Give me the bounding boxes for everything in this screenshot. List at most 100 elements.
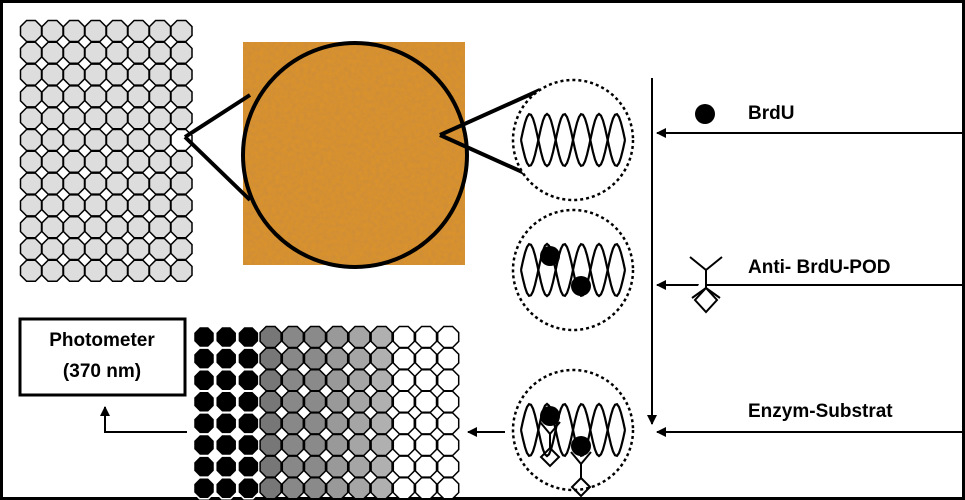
well: [436, 455, 460, 478]
well: [127, 128, 150, 152]
well: [41, 259, 64, 283]
well: [303, 368, 327, 392]
well: [127, 150, 150, 174]
well: [84, 237, 107, 261]
well: [436, 433, 460, 457]
well: [19, 41, 43, 65]
well: [370, 325, 393, 349]
well: [148, 106, 172, 130]
well: [62, 215, 86, 239]
well: [303, 347, 327, 370]
well: [214, 455, 238, 478]
well: [19, 194, 43, 217]
antibody: [539, 421, 561, 468]
well: [105, 215, 129, 239]
well: [325, 433, 349, 457]
well: [148, 19, 172, 43]
well: [259, 347, 282, 370]
well: [436, 390, 460, 414]
well: [392, 347, 416, 370]
well: [105, 172, 129, 195]
well: [127, 172, 150, 195]
well: [105, 106, 129, 130]
well: [170, 106, 193, 130]
micrograph: [243, 42, 465, 265]
well: [237, 368, 260, 392]
well: [237, 390, 260, 414]
well: [370, 412, 393, 435]
well: [370, 476, 393, 500]
well: [105, 150, 129, 174]
well: [105, 194, 129, 217]
well: [281, 476, 305, 500]
well: [127, 194, 150, 217]
well: [303, 325, 327, 349]
well: [62, 85, 86, 108]
well: [84, 63, 107, 86]
well: [214, 476, 238, 500]
brdu: [540, 406, 560, 426]
well: [192, 455, 216, 478]
reagent-label: Enzym-Substrat: [748, 401, 893, 422]
well: [436, 476, 460, 500]
dna-strand: [519, 402, 627, 458]
well: [62, 63, 86, 86]
well: [392, 455, 416, 478]
well: [348, 325, 371, 349]
well: [41, 172, 64, 195]
dna-strand: [519, 112, 627, 168]
well: [127, 259, 150, 283]
well: [127, 63, 150, 86]
well: [170, 215, 193, 239]
well: [105, 85, 129, 108]
well: [303, 455, 327, 478]
well: [392, 390, 416, 414]
well-plate: [19, 19, 193, 283]
well: [370, 347, 393, 370]
well: [281, 433, 305, 457]
well: [41, 85, 64, 108]
well: [414, 412, 438, 435]
well: [414, 368, 438, 392]
well: [436, 347, 460, 370]
well: [62, 237, 86, 261]
antibody: [570, 451, 592, 498]
well: [325, 412, 349, 435]
well: [414, 455, 438, 478]
well: [41, 150, 64, 174]
well: [281, 325, 305, 349]
well: [62, 172, 86, 195]
well: [148, 85, 172, 108]
brdu: [571, 436, 591, 456]
well: [214, 390, 238, 414]
well: [105, 19, 129, 43]
well: [148, 237, 172, 261]
well: [84, 128, 107, 152]
well: [237, 325, 260, 349]
well: [62, 194, 86, 217]
well: [303, 412, 327, 435]
well: [303, 433, 327, 457]
well: [41, 128, 64, 152]
well: [348, 412, 371, 435]
well: [84, 259, 107, 283]
well: [259, 390, 282, 414]
well: [192, 412, 216, 435]
well: [62, 150, 86, 174]
well: [414, 433, 438, 457]
well: [192, 476, 216, 500]
well: [19, 237, 43, 261]
well: [436, 325, 460, 349]
well: [41, 41, 64, 65]
well: [214, 433, 238, 457]
well: [41, 19, 64, 43]
well: [84, 172, 107, 195]
well: [348, 433, 371, 457]
well: [325, 476, 349, 500]
well: [148, 259, 172, 283]
well: [348, 390, 371, 414]
reagent-label: Anti- BrdU-POD: [748, 257, 890, 278]
well: [237, 455, 260, 478]
well: [281, 347, 305, 370]
